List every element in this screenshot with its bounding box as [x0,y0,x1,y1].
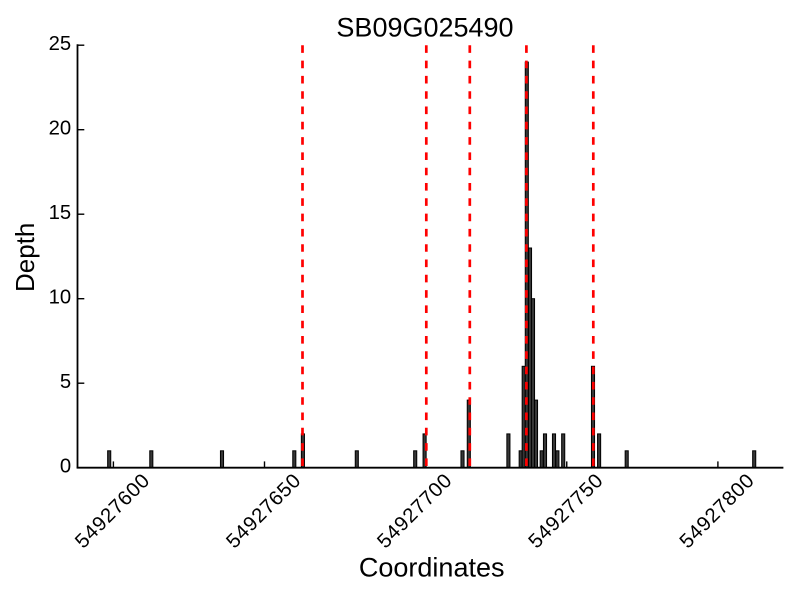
svg-text:15: 15 [49,202,72,224]
svg-text:25: 25 [49,33,72,55]
svg-text:5: 5 [60,371,71,393]
svg-text:Coordinates: Coordinates [359,553,505,583]
svg-text:0: 0 [60,456,71,478]
svg-text:SB09G025490: SB09G025490 [336,12,513,42]
svg-text:Depth: Depth [10,223,40,292]
svg-text:10: 10 [49,287,72,309]
svg-text:20: 20 [49,118,72,140]
